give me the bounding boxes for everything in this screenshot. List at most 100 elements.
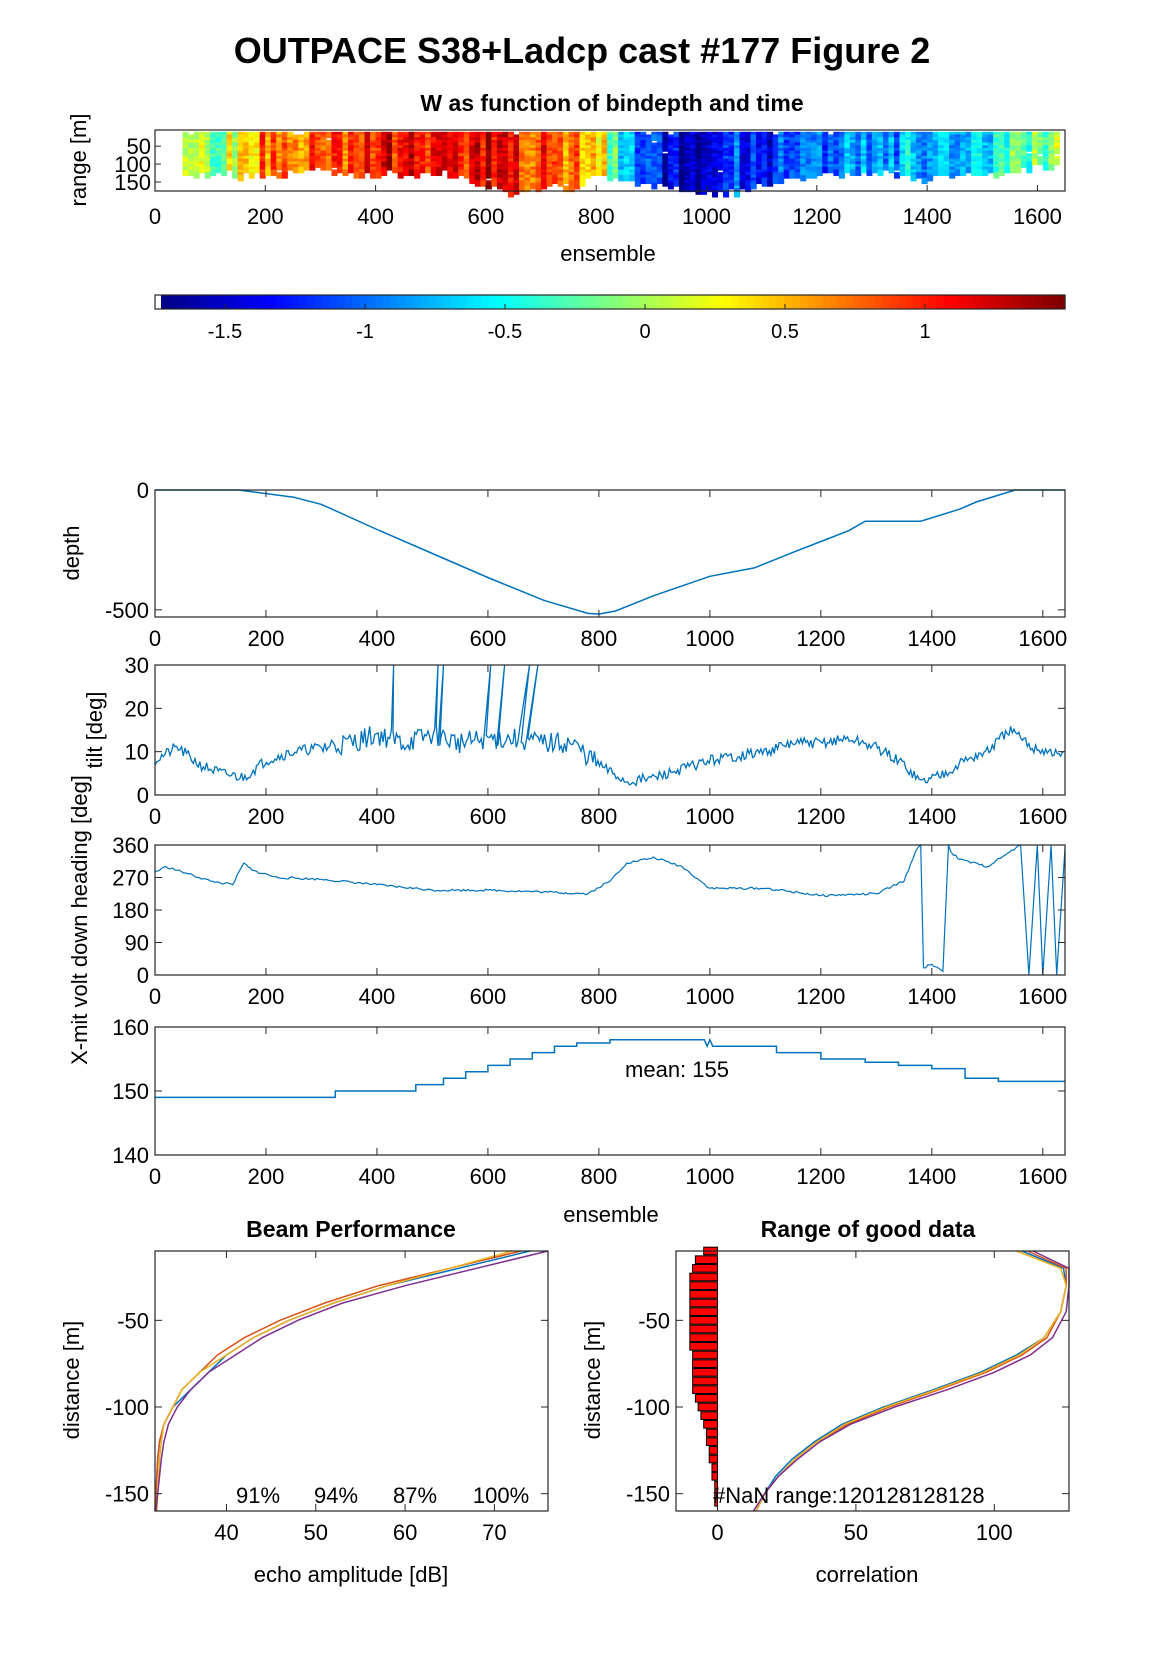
- colorbar-swatch: [541, 295, 550, 309]
- heatmap-cell: [287, 142, 294, 150]
- heatmap-cell: [541, 131, 548, 139]
- colorbar-swatch: [1019, 295, 1028, 309]
- heatmap-cell: [281, 142, 288, 150]
- heading-axes: [154, 844, 1066, 976]
- xmit-volt-ytick-label: 140: [112, 1143, 149, 1168]
- heatmap-cell: [965, 166, 972, 174]
- nan-bar: [692, 1376, 719, 1386]
- colorbar-swatch: [807, 295, 816, 309]
- heatmap-cells: [182, 131, 1060, 198]
- heatmap-cell: [232, 158, 239, 166]
- heatmap-cell: [634, 137, 641, 144]
- heatmap-cell: [976, 169, 983, 176]
- heatmap-cell: [458, 169, 465, 176]
- heatmap-cell: [281, 166, 288, 174]
- beam-percent-label: 87%: [393, 1483, 437, 1508]
- heatmap-cell: [811, 166, 818, 174]
- colorbar-swatch: [640, 295, 649, 309]
- heatmap-cell: [954, 169, 961, 176]
- nan-histogram: [689, 1246, 719, 1507]
- tilt-xtick-label: 1400: [907, 804, 956, 829]
- heatmap-cell: [899, 169, 906, 176]
- heatmap-cell: [436, 150, 443, 158]
- heatmap-cell: [761, 180, 768, 187]
- heatmap-cell: [215, 166, 222, 174]
- colorbar-swatch: [412, 295, 422, 309]
- heading-series-line: [154, 844, 1066, 976]
- nan-bar: [692, 1359, 719, 1368]
- heatmap-cell: [866, 169, 873, 176]
- heatmap-cell: [844, 158, 851, 166]
- tilt-xtick-label: 200: [248, 804, 285, 829]
- heatmap-cell: [1009, 166, 1016, 174]
- heatmap-cell: [888, 158, 895, 166]
- nan-bar: [703, 1420, 719, 1429]
- heatmap-cell: [949, 172, 956, 179]
- heatmap-cell: [243, 150, 250, 158]
- heatmap-cell: [314, 161, 321, 168]
- heatmap-cell: [237, 174, 244, 182]
- heatmap-cell: [309, 164, 316, 171]
- colorbar-swatch: [898, 295, 907, 309]
- colorbar-swatch: [215, 295, 224, 309]
- colorbar-swatch: [883, 295, 892, 309]
- colorbar-swatch: [1049, 295, 1059, 309]
- heatmap-cell: [678, 180, 685, 187]
- tilt-ytick-label: 30: [125, 653, 149, 678]
- heatmap-cell: [425, 166, 432, 174]
- heatmap-cell: [618, 169, 625, 176]
- heatmap-cell: [507, 185, 514, 193]
- colorbar-swatch: [246, 295, 255, 309]
- nan-bar: [705, 1428, 719, 1438]
- colorbar-swatch: [647, 295, 657, 309]
- heatmap-cell: [772, 147, 779, 155]
- heatmap-cell: [1037, 147, 1044, 155]
- heatmap-cell: [403, 169, 410, 176]
- colorbar-swatch: [829, 295, 839, 309]
- heatmap-cell: [701, 182, 707, 190]
- heatmap-cell: [745, 137, 752, 144]
- heatmap-cell: [651, 182, 658, 190]
- heatmap-cell: [833, 169, 840, 176]
- tilt-xtick-label: 600: [470, 804, 507, 829]
- heatmap-cell: [210, 169, 217, 176]
- heatmap-cell: [579, 174, 586, 182]
- heatmap-cell: [1026, 145, 1033, 152]
- heatmap-cell: [408, 169, 415, 176]
- colorbar-swatch: [579, 295, 588, 309]
- heatmap-cell: [1015, 166, 1022, 174]
- nan-bar: [689, 1307, 719, 1316]
- heading-ylabel: X-mit volt down heading [deg]: [67, 775, 92, 1065]
- heatmap-cell: [750, 145, 757, 152]
- heatmap-cell: [480, 161, 487, 168]
- heatmap-cell: [204, 156, 211, 163]
- heatmap-cell: [651, 177, 658, 185]
- heatmap-cell: [717, 185, 724, 193]
- heatmap-xtick-label: 200: [247, 204, 284, 229]
- heading-xtick-label: 0: [149, 984, 161, 1009]
- heatmap-cell: [656, 177, 663, 185]
- colorbar-swatch: [534, 295, 543, 309]
- correlation-series-line-4: [752, 1250, 1070, 1512]
- colorbar-swatch: [701, 295, 710, 309]
- nan-bar: [689, 1298, 719, 1308]
- heatmap-cell: [463, 172, 470, 179]
- heatmap-cell: [745, 147, 752, 155]
- heatmap-cell: [210, 161, 217, 168]
- heatmap-cell: [568, 180, 575, 187]
- colorbar-swatch: [890, 295, 899, 309]
- correlation-ylabel: distance [m]: [580, 1321, 605, 1440]
- heatmap-cell: [485, 182, 492, 190]
- colorbar-swatch: [837, 295, 846, 309]
- xmit-volt-xtick-label: 1400: [907, 1164, 956, 1189]
- heatmap-cell: [276, 164, 283, 171]
- colorbar-swatch: [1011, 295, 1021, 309]
- nan-bar: [689, 1281, 719, 1290]
- heatmap-cell: [574, 182, 581, 190]
- heatmap-cell: [397, 166, 404, 174]
- colorbar-swatch: [291, 295, 300, 309]
- heatmap-cell: [717, 145, 724, 152]
- heatmap-cell: [932, 169, 939, 176]
- heatmap-cell: [552, 156, 559, 163]
